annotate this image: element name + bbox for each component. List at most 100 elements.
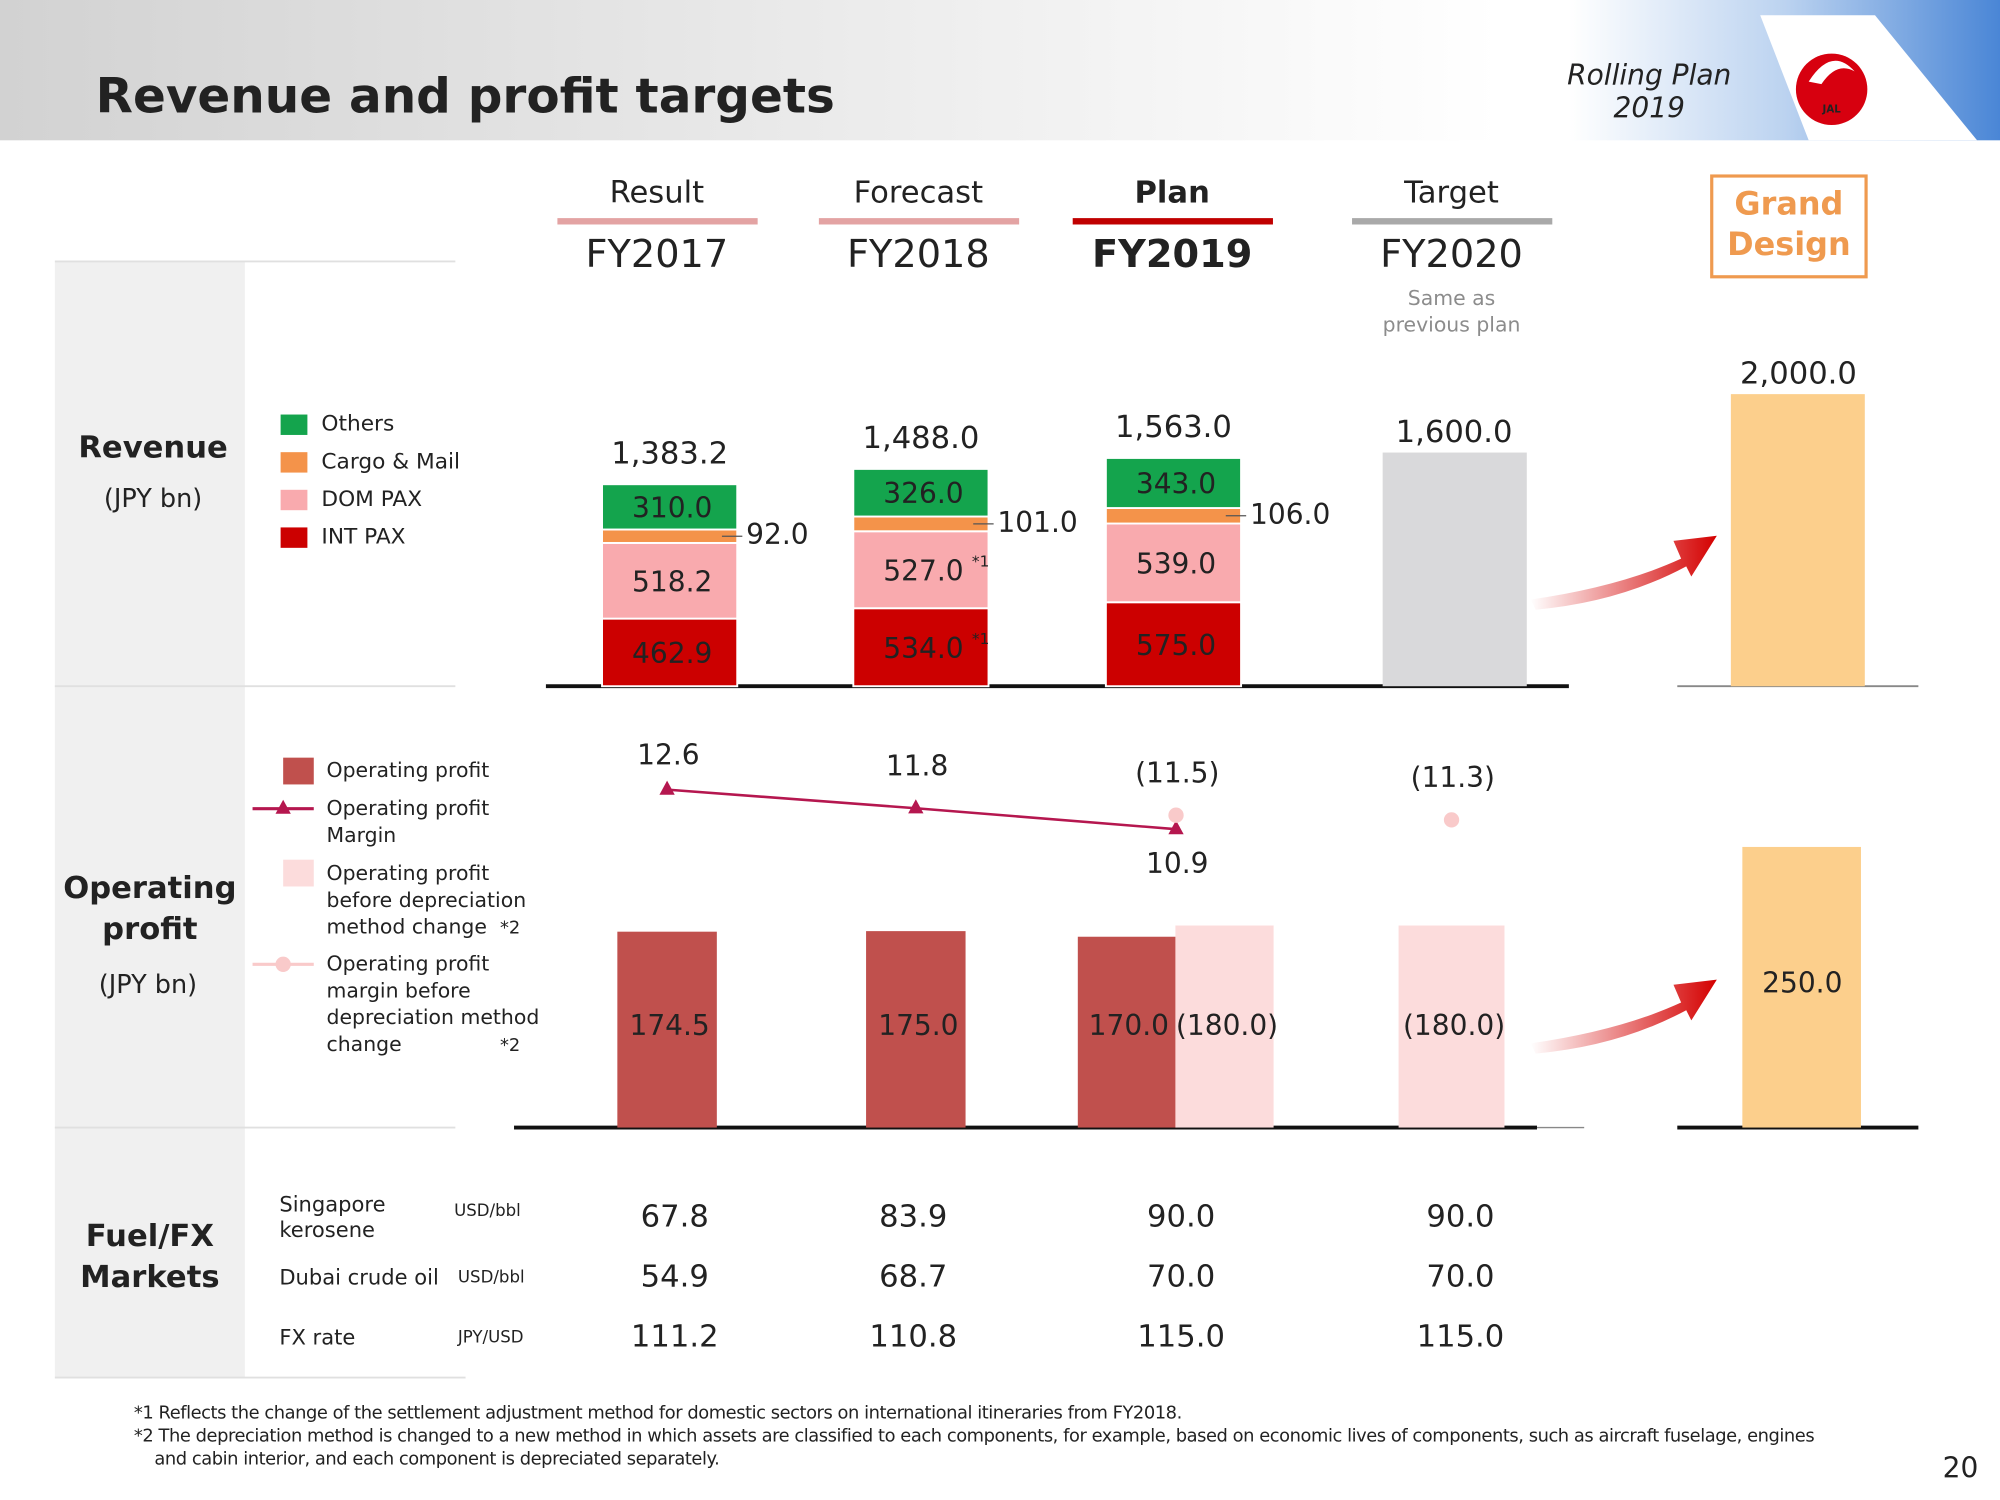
column-underline [818, 218, 1020, 225]
section-label: Fuel/FX Markets [80, 1218, 220, 1295]
line-marker [1168, 820, 1184, 835]
legend-label: Operating profit before depreciation met… [326, 860, 527, 939]
column-label: Plan [1135, 175, 1210, 210]
bar [1742, 846, 1861, 1128]
data-label: 527.0 [883, 554, 963, 587]
table-cell: 90.0 [1147, 1200, 1215, 1235]
data-label: 12.6 [637, 738, 699, 771]
table-cell: 90.0 [1426, 1200, 1494, 1235]
bar [866, 931, 966, 1128]
legend-label: Operating profit [326, 757, 490, 782]
column-year: FY2017 [586, 232, 729, 277]
table-cell: 115.0 [1417, 1320, 1505, 1355]
table-unit: USD/bbl [458, 1268, 525, 1287]
section-unit: (JPY bn) [99, 970, 197, 1000]
bar-segment [601, 541, 739, 620]
table-cell: 70.0 [1147, 1260, 1215, 1295]
column-label: Result [610, 175, 705, 210]
column-note: Same as previous plan [1382, 285, 1521, 337]
legend-swatch [280, 414, 308, 435]
data-label: 534.0 [883, 632, 963, 665]
data-label: 92.0 [746, 518, 808, 551]
table-cell: 70.0 [1426, 1260, 1494, 1295]
section-label: Operating profit [63, 869, 237, 947]
bar-segment [601, 617, 739, 688]
bar-segment [852, 530, 990, 610]
data-label: 174.5 [629, 1009, 709, 1042]
table-row-label: FX rate [279, 1325, 356, 1350]
table-cell: 67.8 [641, 1200, 709, 1235]
legend-label: INT PAX [321, 525, 405, 550]
table-cell: 83.9 [879, 1200, 947, 1235]
total-label: 1,600.0 [1396, 415, 1513, 450]
column-underline [1352, 218, 1553, 225]
line [666, 788, 1177, 831]
legend-label-box: Operating profit margin before depreciat… [327, 952, 540, 1057]
line-marker [908, 799, 924, 814]
legend-label-box: Operating profit before depreciation met… [326, 860, 527, 939]
bar-segment [852, 607, 990, 688]
legend-note: *2 [500, 1035, 520, 1056]
grand-design-label-box: Grand Design [1727, 184, 1851, 263]
legend-label: Operating profit Margin [326, 795, 490, 847]
legend-marker [275, 956, 291, 972]
section-label-box: Operating profit [63, 869, 237, 947]
data-label: 343.0 [1136, 468, 1216, 501]
column-underline [1072, 218, 1273, 225]
column-year: FY2020 [1380, 232, 1523, 277]
table-unit: USD/bbl [454, 1201, 521, 1220]
bar [617, 931, 717, 1128]
legend-label: DOM PAX [321, 487, 422, 512]
total-label: 1,383.2 [611, 436, 728, 471]
growth-arrow [1530, 979, 1717, 1054]
section-label-box: Fuel/FX Markets [80, 1218, 220, 1295]
bar [1730, 394, 1865, 687]
column-note-box: Same as previous plan [1382, 285, 1521, 337]
logo-mark [1795, 53, 1868, 126]
row-label-panel [54, 261, 245, 1378]
column-label: Forecast [854, 175, 984, 210]
bar [1175, 925, 1274, 1128]
data-label: (11.5) [1135, 756, 1219, 789]
data-label: 101.0 [997, 506, 1077, 539]
total-label: 1,488.0 [862, 421, 979, 456]
data-label: 170.0 [1089, 1009, 1169, 1042]
grand-design-label: Grand Design [1727, 184, 1851, 263]
bar-segment [601, 528, 739, 544]
data-label: 10.9 [1146, 847, 1208, 880]
bar-segment [852, 515, 990, 533]
table-row-label: Singapore kerosene [279, 1192, 386, 1243]
table-cell: 54.9 [641, 1260, 709, 1295]
legend-swatch [283, 757, 314, 785]
column-underline [557, 218, 758, 225]
data-label: 106.0 [1250, 498, 1330, 531]
data-label: 175.0 [878, 1009, 958, 1042]
data-label: 250.0 [1762, 967, 1842, 1000]
legend-note: *2 [500, 918, 520, 939]
page-number: 20 [1943, 1451, 1979, 1484]
bar-segment [1104, 522, 1243, 604]
grand-design-box [1710, 174, 1868, 279]
footnote: *1 Reflects the change of the settlement… [133, 1403, 1182, 1424]
data-label: 11.8 [886, 749, 948, 782]
bar-segment [1104, 507, 1243, 525]
bar-segment [601, 483, 739, 531]
column-label: Target [1403, 175, 1499, 210]
table-row-label-box: Singapore kerosene [279, 1192, 386, 1243]
section-unit: (JPY bn) [104, 484, 202, 514]
footnote: *2 The depreciation method is changed to… [133, 1426, 1815, 1470]
bar-segment [1104, 456, 1243, 510]
logo-crane [1808, 60, 1855, 85]
table-cell: 115.0 [1137, 1320, 1225, 1355]
total-label: 1,563.0 [1115, 410, 1232, 445]
bar [1077, 936, 1178, 1128]
line-marker [1443, 812, 1460, 828]
footnote-box: *1 Reflects the change of the settlement… [133, 1403, 1182, 1424]
badge: Rolling Plan [1567, 59, 1731, 92]
data-label: 539.0 [1136, 547, 1216, 580]
logo-text: JAL [1822, 105, 1842, 116]
column-year: FY2018 [847, 232, 990, 277]
legend-label: Others [321, 412, 394, 437]
